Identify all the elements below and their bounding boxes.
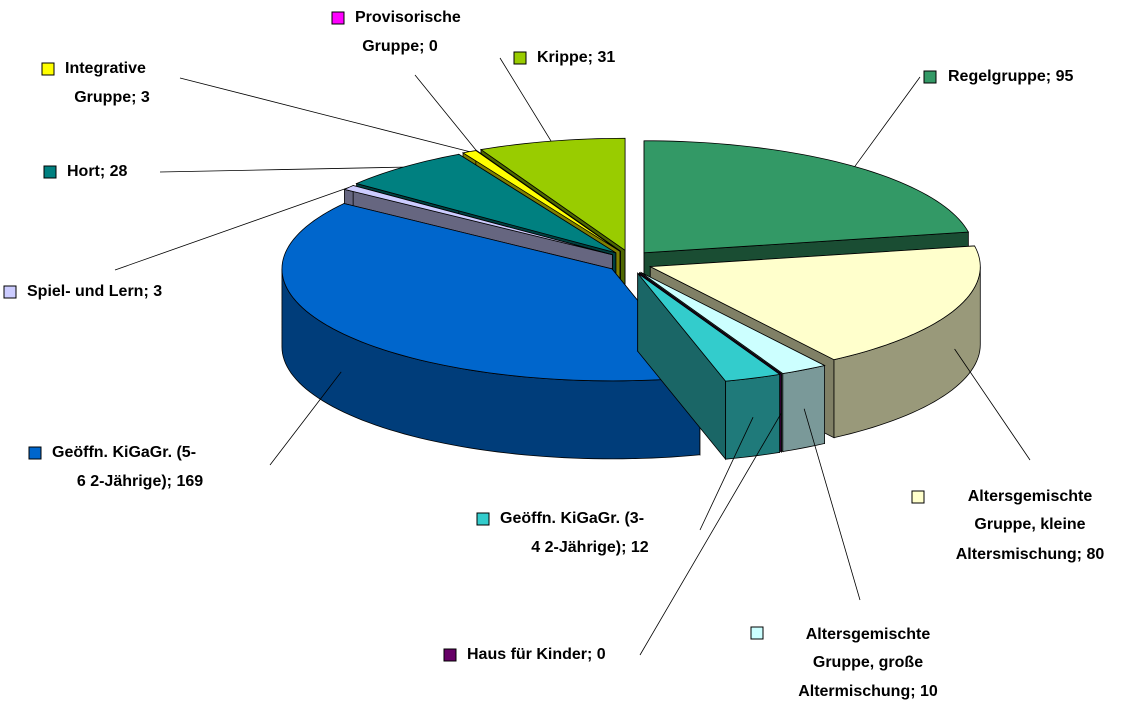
legend-swatch <box>28 446 42 460</box>
slice <box>281 202 701 460</box>
data-label: Altersgemischte <box>806 626 931 643</box>
data-label: Geöffn. KiGaGr. (5- <box>52 444 196 461</box>
data-label: Provisorische <box>355 9 461 26</box>
data-label: Integrative <box>65 60 146 77</box>
leader-line <box>639 412 782 656</box>
data-label: 4 2-Jährige); 12 <box>531 539 648 556</box>
leader-line <box>499 57 552 142</box>
data-label: Hort; 28 <box>67 163 128 180</box>
leader-line <box>954 348 1031 461</box>
slice-side <box>725 373 781 460</box>
legend-swatch <box>443 648 457 662</box>
data-label: Haus für Kinder; 0 <box>467 646 606 663</box>
leader-line <box>699 417 754 531</box>
data-label: Gruppe, kleine <box>974 516 1085 533</box>
data-label: Altersgemischte <box>968 488 1093 505</box>
data-label: 6 2-Jährige); 169 <box>77 473 203 490</box>
slice-top <box>281 203 701 382</box>
data-label: Altersmischung; 80 <box>956 546 1105 563</box>
slice-top <box>640 272 826 374</box>
slice <box>637 272 781 461</box>
leader-line <box>414 74 477 151</box>
legend-swatch <box>43 165 57 179</box>
legend-swatch <box>331 11 345 25</box>
slice-top <box>461 150 621 252</box>
leader-line <box>269 371 342 466</box>
data-label: Gruppe; 3 <box>74 89 150 106</box>
leader-line <box>114 187 349 271</box>
leader-line <box>179 77 470 153</box>
slice-top <box>648 245 981 361</box>
legend-swatch <box>923 70 937 84</box>
leader-line <box>803 408 861 601</box>
data-label: Regelgruppe; 95 <box>948 68 1073 85</box>
data-label: Gruppe; 0 <box>362 38 438 55</box>
leader-line <box>159 166 404 173</box>
pie <box>281 137 981 461</box>
legend-swatch <box>41 62 55 76</box>
data-label: Gruppe, große <box>813 654 923 671</box>
legend-swatch <box>513 51 527 65</box>
slice-top <box>343 185 613 256</box>
legend-swatch <box>476 512 490 526</box>
slice-top <box>643 140 970 254</box>
leader-line <box>854 76 921 167</box>
data-label: Altermischung; 10 <box>798 683 938 700</box>
data-label: Spiel- und Lern; 3 <box>27 283 162 300</box>
legend-swatch <box>911 490 925 504</box>
data-label: Krippe; 31 <box>537 49 615 66</box>
slice-side <box>782 364 825 453</box>
data-label: Geöffn. KiGaGr. (3- <box>500 510 644 527</box>
legend-swatch <box>3 285 17 299</box>
slice-top <box>637 272 781 382</box>
legend-swatch <box>750 626 764 640</box>
